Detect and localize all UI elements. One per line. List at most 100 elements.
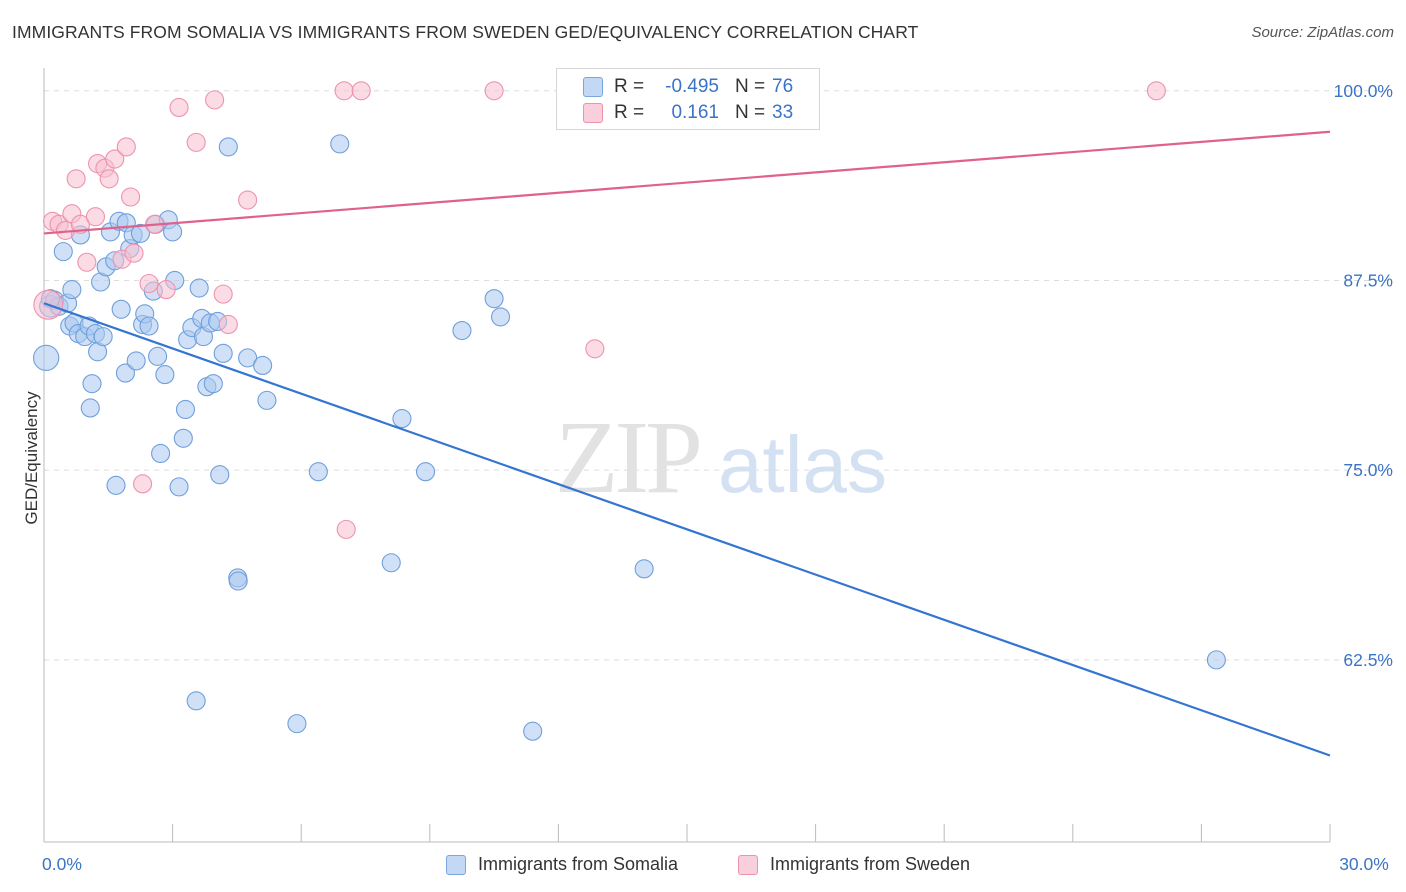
sweden-point xyxy=(139,273,159,294)
y-tick-label: 87.5% xyxy=(1343,270,1393,290)
somalia-point xyxy=(163,222,183,242)
tick-labels: 100.0% 87.5% 75.0% 62.5% 0.0% 30.0% xyxy=(42,81,1393,874)
sweden-point xyxy=(205,90,225,110)
somalia-trend-line xyxy=(43,302,1331,757)
somalia-point xyxy=(82,374,102,394)
trend-lines xyxy=(43,130,1331,757)
y-tick-label: 100.0% xyxy=(1334,81,1393,101)
x-tick-label: 0.0% xyxy=(42,854,82,874)
stats-swatch-sweden xyxy=(583,103,603,123)
somalia-point xyxy=(175,399,196,420)
sweden-point xyxy=(116,137,136,157)
somalia-point xyxy=(238,348,258,368)
sweden-point xyxy=(1146,81,1166,101)
somalia-point xyxy=(490,307,511,327)
sweden-point xyxy=(124,243,144,263)
somalia-point xyxy=(173,428,193,448)
somalia-point xyxy=(32,344,60,372)
somalia-point xyxy=(80,398,100,418)
stats-r-somalia: -0.495 xyxy=(665,76,719,97)
somalia-point xyxy=(186,691,206,711)
sweden-point xyxy=(484,81,504,101)
sweden-point xyxy=(66,169,86,189)
sweden-point xyxy=(218,314,238,335)
somalia-point xyxy=(130,223,150,243)
stats-n-somalia: 76 xyxy=(772,76,794,97)
legend-label-somalia: Immigrants from Somalia xyxy=(478,854,679,874)
y-tick-label: 62.5% xyxy=(1343,650,1393,670)
somalia-point xyxy=(115,363,135,383)
somalia-point xyxy=(126,351,146,371)
sweden-point xyxy=(105,149,125,169)
somalia-point xyxy=(392,409,412,429)
watermark-zip: ZIP xyxy=(555,400,699,515)
stats-r-label: R = xyxy=(614,76,645,97)
stats-n-label: N = xyxy=(735,76,766,97)
somalia-point xyxy=(93,327,113,347)
sweden-point xyxy=(169,97,189,118)
somalia-point xyxy=(210,465,230,485)
stats-n-label: N = xyxy=(735,102,766,123)
somalia-point xyxy=(634,559,654,579)
stats-row-sweden: R = 0.161 N = 33 xyxy=(557,100,819,126)
somalia-point xyxy=(330,134,350,154)
sweden-point xyxy=(336,519,356,539)
somalia-point xyxy=(111,299,131,319)
legend-item-sweden: Immigrants from Sweden xyxy=(738,854,970,875)
y-tick-label: 75.0% xyxy=(1343,460,1393,480)
sweden-points xyxy=(33,81,1166,539)
somalia-point xyxy=(257,390,277,410)
axes xyxy=(43,68,1331,843)
source-label: Source: ZipAtlas.com xyxy=(1251,24,1394,41)
legend-label-sweden: Immigrants from Sweden xyxy=(770,854,971,874)
stats-swatch-somalia xyxy=(583,77,603,97)
somalia-point xyxy=(155,365,175,385)
sweden-point xyxy=(238,190,258,210)
legend-item-somalia: Immigrants from Somalia xyxy=(446,854,678,875)
somalia-point xyxy=(169,477,189,497)
somalia-point xyxy=(228,571,248,591)
somalia-point xyxy=(308,462,328,482)
chart-title: IMMIGRANTS FROM SOMALIA VS IMMIGRANTS FR… xyxy=(12,22,919,42)
sweden-point xyxy=(121,187,141,207)
somalia-point xyxy=(381,553,401,573)
y-axis-label: GED/Equivalency xyxy=(22,391,41,525)
sweden-point xyxy=(85,207,105,227)
legend-swatch-sweden xyxy=(738,854,758,875)
x-tick-label: 30.0% xyxy=(1339,854,1389,874)
somalia-point xyxy=(189,278,209,298)
legend-swatch-somalia xyxy=(446,854,466,875)
somalia-point xyxy=(213,343,233,363)
stats-r-sweden: 0.161 xyxy=(671,102,719,123)
sweden-point xyxy=(99,169,119,189)
sweden-point xyxy=(351,81,371,101)
somalia-point xyxy=(62,280,82,300)
sweden-trend-line xyxy=(43,130,1331,235)
somalia-point xyxy=(151,443,171,464)
sweden-point xyxy=(213,284,233,304)
somalia-point xyxy=(253,355,273,376)
stats-r-label: R = xyxy=(614,102,645,123)
stats-n-sweden: 33 xyxy=(772,102,794,123)
somalia-point xyxy=(484,289,504,309)
somalia-point xyxy=(203,374,223,394)
sweden-point xyxy=(77,252,97,272)
sweden-point xyxy=(156,280,176,300)
somalia-point xyxy=(523,721,543,741)
somalia-point xyxy=(139,316,159,336)
stats-row-somalia: R = -0.495 N = 76 xyxy=(557,74,819,100)
somalia-point xyxy=(106,475,126,495)
somalia-point xyxy=(452,321,472,341)
somalia-point xyxy=(148,346,168,366)
somalia-point xyxy=(1206,650,1226,670)
stats-box: R = -0.495 N = 76 R = 0.161 N = 33 xyxy=(556,68,820,130)
somalia-point xyxy=(53,242,73,262)
sweden-point xyxy=(133,474,153,494)
watermark: ZIP atlas xyxy=(555,400,887,515)
somalia-point xyxy=(415,462,436,482)
sweden-point xyxy=(186,132,206,152)
sweden-point xyxy=(334,81,354,101)
somalia-point xyxy=(218,137,238,157)
sweden-point xyxy=(70,214,90,234)
